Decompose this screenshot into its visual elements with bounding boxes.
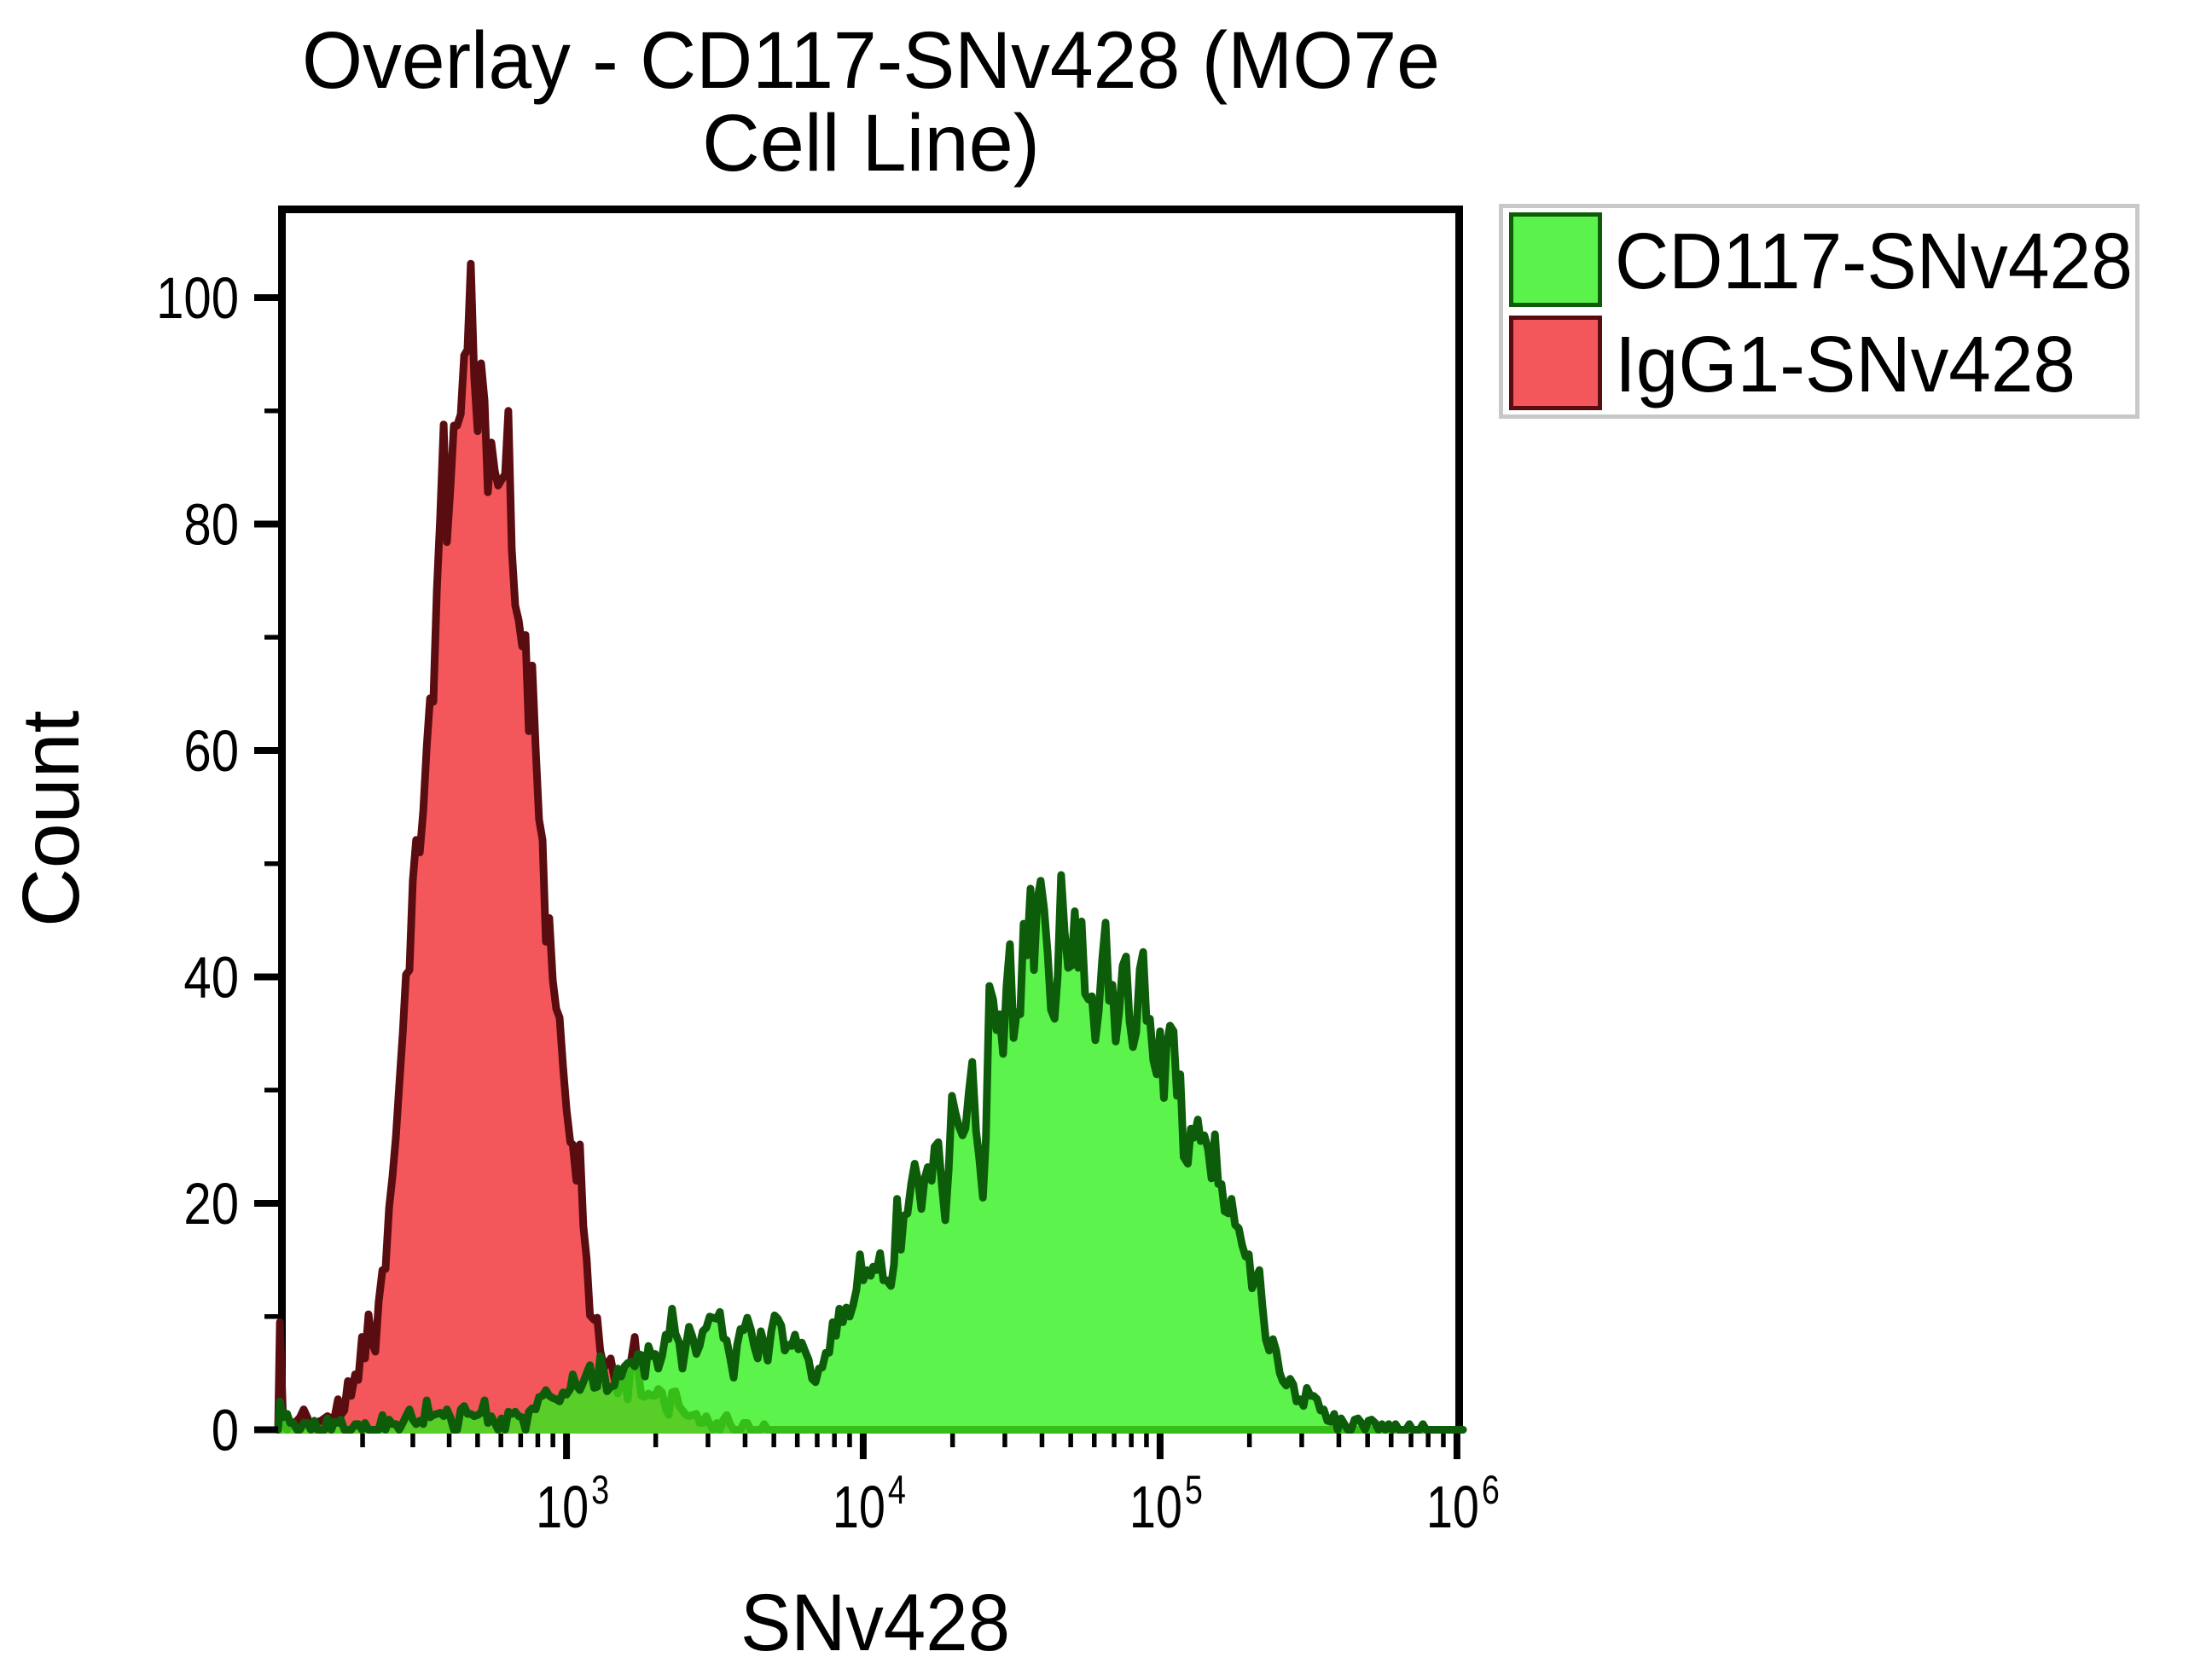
y-axis-minor-tick bbox=[264, 1087, 278, 1092]
y-tick-label-60: 60 bbox=[183, 718, 239, 784]
x-axis-minor-tick bbox=[550, 1434, 555, 1447]
chart-title-line2: Cell Line) bbox=[702, 98, 1040, 188]
x-axis-minor-tick bbox=[771, 1434, 776, 1447]
y-axis-title: Count bbox=[6, 710, 96, 927]
x-axis-minor-tick bbox=[1389, 1434, 1394, 1447]
x-axis-minor-tick bbox=[1112, 1434, 1117, 1447]
x-axis-minor-tick bbox=[815, 1434, 820, 1447]
y-axis-minor-tick bbox=[264, 1314, 278, 1319]
x-axis-minor-tick bbox=[949, 1434, 955, 1447]
x-axis-minor-tick bbox=[1144, 1434, 1149, 1447]
x-axis-major-tick bbox=[1453, 1434, 1460, 1459]
legend-label-cd117: CD117-SNv428 bbox=[1615, 217, 2133, 305]
x-axis-minor-tick bbox=[705, 1434, 711, 1447]
x-axis-minor-tick bbox=[832, 1434, 837, 1447]
x-axis-minor-tick bbox=[1408, 1434, 1414, 1447]
x-axis-minor-tick bbox=[1365, 1434, 1370, 1447]
x-axis-minor-tick bbox=[410, 1434, 415, 1447]
x-axis-minor-tick bbox=[360, 1434, 365, 1447]
legend-swatch-igg1 bbox=[1509, 316, 1602, 410]
y-tick-label-40: 40 bbox=[183, 945, 239, 1011]
legend-label-igg1: IgG1-SNv428 bbox=[1615, 320, 2076, 409]
y-axis-major-tick bbox=[254, 1426, 278, 1434]
x-tick-label-10e5: 105 bbox=[1129, 1467, 1203, 1540]
y-tick-label-100: 100 bbox=[156, 265, 239, 331]
y-axis-minor-tick bbox=[264, 861, 278, 866]
x-axis-minor-tick bbox=[1441, 1434, 1446, 1447]
x-axis-minor-tick bbox=[1129, 1434, 1134, 1447]
x-axis-minor-tick bbox=[742, 1434, 748, 1447]
y-tick-label-80: 80 bbox=[183, 492, 239, 558]
x-axis-minor-tick bbox=[1246, 1434, 1252, 1447]
x-axis-minor-tick bbox=[794, 1434, 800, 1447]
legend: CD117-SNv428 IgG1-SNv428 bbox=[1499, 204, 2139, 419]
histogram-fill-igg1-snv428 bbox=[278, 264, 1463, 1434]
x-axis-minor-tick bbox=[498, 1434, 503, 1447]
x-axis-minor-tick bbox=[1002, 1434, 1007, 1447]
x-axis-minor-tick bbox=[653, 1434, 659, 1447]
x-axis-minor-tick bbox=[535, 1434, 541, 1447]
y-axis-major-tick bbox=[254, 1200, 278, 1207]
x-axis-minor-tick bbox=[1336, 1434, 1342, 1447]
x-axis-minor-tick bbox=[1068, 1434, 1073, 1447]
y-axis-minor-tick bbox=[264, 634, 278, 640]
x-axis-minor-tick bbox=[847, 1434, 852, 1447]
axis-ticks-group bbox=[254, 294, 1460, 1459]
y-axis-major-tick bbox=[254, 973, 278, 981]
x-axis-minor-tick bbox=[1299, 1434, 1304, 1447]
x-tick-label-10e4: 104 bbox=[833, 1467, 906, 1540]
x-axis-minor-tick bbox=[1092, 1434, 1097, 1447]
x-axis-major-tick bbox=[859, 1434, 867, 1459]
y-tick-label-0: 0 bbox=[212, 1398, 239, 1463]
x-axis-minor-tick bbox=[1425, 1434, 1431, 1447]
x-axis-minor-tick bbox=[518, 1434, 524, 1447]
x-tick-label-10e3: 103 bbox=[536, 1467, 609, 1540]
y-axis-minor-tick bbox=[264, 409, 278, 414]
histogram-fill-cd117-snv428 bbox=[278, 875, 1463, 1434]
x-axis-minor-tick bbox=[475, 1434, 480, 1447]
x-axis-major-tick bbox=[563, 1434, 571, 1459]
x-axis-minor-tick bbox=[1039, 1434, 1045, 1447]
y-axis-major-tick bbox=[254, 294, 278, 301]
axis-tick-labels-group: 0 20 40 60 80 100 103 104 105 106 bbox=[156, 265, 1500, 1540]
legend-box bbox=[1499, 204, 2139, 419]
x-tick-label-10e6: 106 bbox=[1426, 1467, 1500, 1540]
histogram-outline-cd117-snv428 bbox=[274, 871, 1467, 1434]
x-axis-major-tick bbox=[1156, 1434, 1164, 1459]
histogram-series-group bbox=[274, 259, 1467, 1434]
y-axis-major-tick bbox=[254, 520, 278, 528]
chart-title-line1: Overlay - CD117-SNv428 (MO7e bbox=[302, 15, 1440, 106]
x-axis-minor-tick bbox=[446, 1434, 452, 1447]
x-axis-title: SNv428 bbox=[740, 1578, 1010, 1663]
y-tick-label-20: 20 bbox=[183, 1171, 239, 1237]
y-axis-major-tick bbox=[254, 747, 278, 754]
legend-swatch-cd117 bbox=[1509, 212, 1602, 307]
